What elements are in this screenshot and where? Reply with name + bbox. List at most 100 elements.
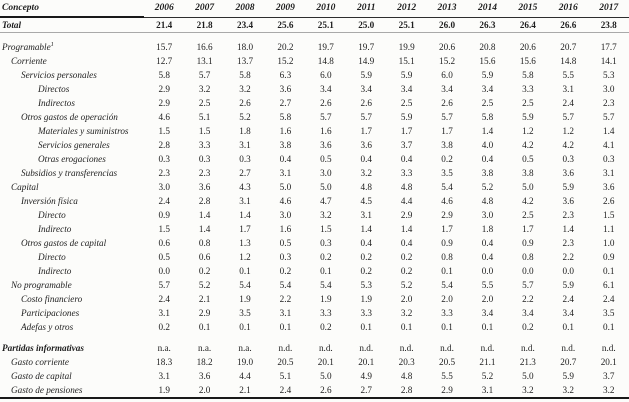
cell-value: 2.5 xyxy=(522,98,534,108)
row-label: Directos xyxy=(38,84,70,94)
cell-value: 4.9 xyxy=(360,371,372,381)
cell-value: 3.1 xyxy=(481,385,494,395)
cell-value: 0.2 xyxy=(522,322,534,332)
cell-value: 1.7 xyxy=(239,224,251,234)
year-header: 2015 xyxy=(507,2,549,18)
cell-value: 19.7 xyxy=(317,42,334,52)
cell-value: 5.0 xyxy=(279,182,292,192)
cell-value: 1.4 xyxy=(481,126,494,136)
cell-value: 0.3 xyxy=(279,252,292,262)
cell-value: 2.4 xyxy=(602,294,615,304)
cell-value: 3.5 xyxy=(602,308,615,318)
cell-value: 0.3 xyxy=(562,154,574,164)
cell-value: 23.8 xyxy=(588,17,629,33)
cell-value: 6.0 xyxy=(441,70,453,80)
cell-value: 1.5 xyxy=(198,126,211,136)
cell-value: 3.7 xyxy=(602,371,615,381)
cell-value: 2.4 xyxy=(562,294,574,304)
cell-value: 4.6 xyxy=(158,112,170,122)
row-label: Indirecto xyxy=(38,266,72,276)
cell-value: 0.3 xyxy=(602,154,615,164)
cell-value: 2.7 xyxy=(360,385,372,395)
cell-value: 19.7 xyxy=(358,42,375,52)
table-row: Otros gastos de capital 0.6 0.8 1.3 0.5 0.3 0.… xyxy=(0,236,629,250)
cell-value: 15.6 xyxy=(479,56,496,66)
cell-value: 3.6 xyxy=(279,84,292,94)
cell-value: 21.8 xyxy=(184,17,225,33)
table-row: Programable1 15.7 16.6 18.0 20.2 19.7 19.7 19.9… xyxy=(0,40,629,54)
cell-value: 0.3 xyxy=(158,154,170,164)
table-row: Directo 0.9 1.4 1.4 3.0 3.2 3.1 2.9 2.9 3.0 2.5 2.3… xyxy=(0,208,629,222)
cell-value: 1.4 xyxy=(562,224,574,234)
cell-value: 2.6 xyxy=(320,98,332,108)
row-label: Otros gastos de capital xyxy=(21,238,107,248)
cell-value: 2.2 xyxy=(279,294,292,304)
cell-value: 5.9 xyxy=(400,112,413,122)
cell-value: 2.6 xyxy=(441,98,453,108)
cell-value: 5.9 xyxy=(562,280,574,290)
cell-value: 1.7 xyxy=(441,126,453,136)
table-row: Capital 3.0 3.6 4.3 5.0 5.0 4.8 4.8 5.4 5.2 5.0 5.9… xyxy=(0,180,629,194)
cell-value: 5.1 xyxy=(279,371,292,381)
cell-value: 0.3 xyxy=(198,154,211,164)
row-label: Directo xyxy=(38,252,66,262)
cell-value: 14.8 xyxy=(317,56,334,66)
cell-value: 3.6 xyxy=(198,182,211,192)
row-label: Indirecto xyxy=(38,224,72,234)
cell-value: 3.0 xyxy=(158,182,170,192)
cell-value: 2.3 xyxy=(562,238,574,248)
table-row: Indirecto 0.0 0.2 0.1 0.2 0.1 0.2 0.2 0.1 0.0 0.0 0… xyxy=(0,264,629,278)
cell-value: 1.5 xyxy=(320,224,332,234)
cell-value: 26.4 xyxy=(507,17,549,33)
cell-value: 1.4 xyxy=(198,210,211,220)
cell-value: 21.4 xyxy=(144,17,185,33)
cell-value: 3.5 xyxy=(239,308,251,318)
cell-value: 20.1 xyxy=(317,357,334,367)
cell-value: 20.8 xyxy=(479,42,496,52)
cell-value: 1.8 xyxy=(239,126,251,136)
footnote-marker: 1 xyxy=(50,40,54,48)
cell-value: n.d. xyxy=(399,343,414,353)
cell-value: 6.3 xyxy=(279,70,292,80)
row-label: Indirectos xyxy=(38,98,75,108)
cell-value: 1.6 xyxy=(320,126,332,136)
row-label: Capital xyxy=(11,182,39,192)
cell-value: 15.1 xyxy=(398,56,415,66)
cell-value: 5.9 xyxy=(360,70,372,80)
cell-value: 1.0 xyxy=(602,238,615,248)
cell-value: 5.8 xyxy=(481,112,494,122)
cell-value: 1.4 xyxy=(602,126,615,136)
cell-value: 2.9 xyxy=(400,210,413,220)
cell-value: 15.7 xyxy=(156,42,173,52)
cell-value: 2.1 xyxy=(198,294,211,304)
cell-value: 2.7 xyxy=(279,98,292,108)
cell-value: 2.9 xyxy=(441,210,453,220)
cell-value: 1.9 xyxy=(320,294,332,304)
cell-value: 3.7 xyxy=(400,140,413,150)
cell-value: 13.7 xyxy=(236,56,254,66)
cell-value: 15.6 xyxy=(519,56,536,66)
cell-value: 0.5 xyxy=(320,154,332,164)
cell-value: 5.3 xyxy=(602,70,615,80)
cell-value: 3.1 xyxy=(158,371,170,381)
row-label: Directo xyxy=(38,210,66,220)
row-label: No programable xyxy=(11,280,72,290)
cell-value: 0.0 xyxy=(562,266,574,276)
cell-value: 3.8 xyxy=(279,140,292,150)
cell-value: 20.5 xyxy=(439,357,456,367)
cell-value: 2.9 xyxy=(158,98,170,108)
cell-value: 5.9 xyxy=(481,70,494,80)
cell-value: n.d. xyxy=(318,343,333,353)
cell-value: 12.7 xyxy=(156,56,173,66)
cell-value: 4.5 xyxy=(360,196,372,206)
row-label: Otros gastos de operación xyxy=(21,112,118,122)
cell-value: 3.0 xyxy=(602,84,615,94)
cell-value: 13.1 xyxy=(196,56,213,66)
year-header: 2006 xyxy=(144,2,185,18)
table-row: Servicios personales 5.8 5.7 5.8 6.3 6.0 5.9 5.… xyxy=(0,68,629,82)
cell-value: 3.4 xyxy=(522,308,534,318)
row-label: Corriente xyxy=(11,56,47,66)
cell-value: 5.3 xyxy=(360,280,372,290)
cell-value: 2.5 xyxy=(198,98,211,108)
cell-value: 3.4 xyxy=(320,84,332,94)
